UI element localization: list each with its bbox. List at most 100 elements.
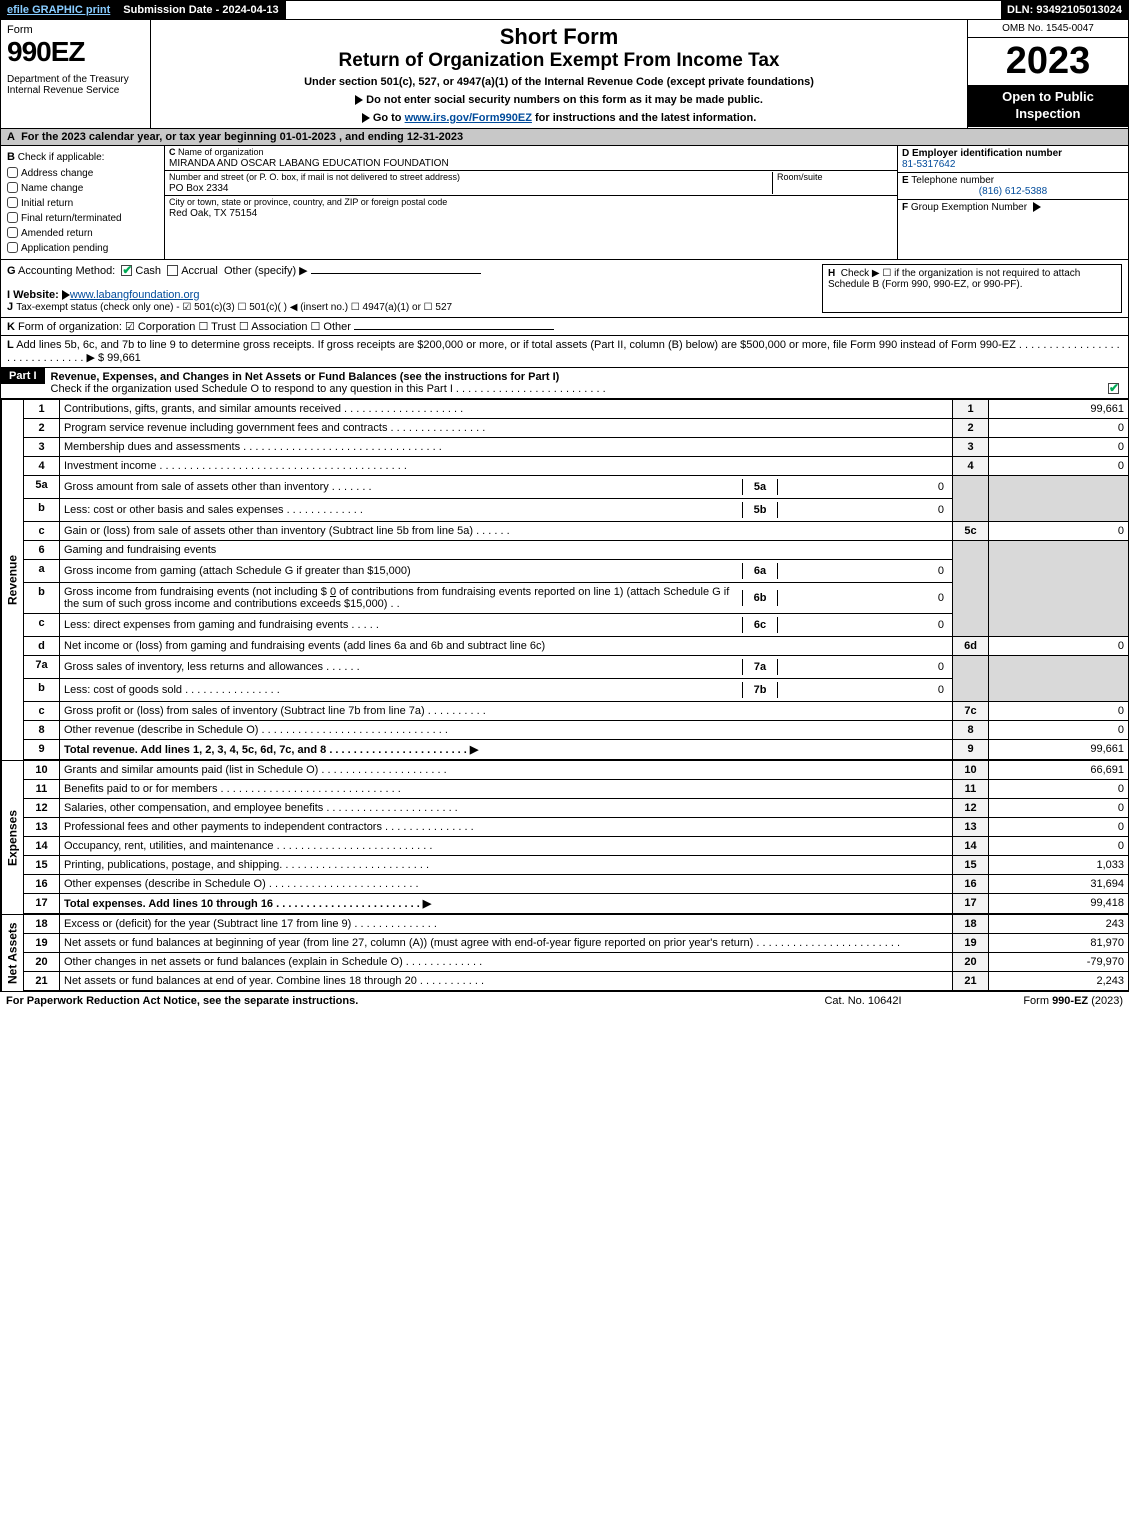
table-row: 18Excess or (deficit) for the year (Subt… xyxy=(24,914,1129,933)
revenue-section: Revenue 1Contributions, gifts, grants, a… xyxy=(0,399,1129,760)
chk-name-change: Name change xyxy=(21,183,83,194)
page-footer: For Paperwork Reduction Act Notice, see … xyxy=(0,991,1129,1010)
table-row: 7aGross sales of inventory, less returns… xyxy=(24,655,1129,678)
chk-pending: Application pending xyxy=(21,243,108,254)
paperwork-notice: For Paperwork Reduction Act Notice, see … xyxy=(6,995,763,1007)
col-H: H Check ▶ ☐ if the organization is not r… xyxy=(822,264,1122,313)
row-GH: G Accounting Method: Cash Accrual Other … xyxy=(0,260,1129,318)
header-mid: Short Form Return of Organization Exempt… xyxy=(151,20,968,128)
omb-number: OMB No. 1545-0047 xyxy=(968,20,1128,38)
bullet-ssn: Do not enter social security numbers on … xyxy=(157,94,961,106)
ein: 81-5317642 xyxy=(902,159,955,170)
netassets-table: 18Excess or (deficit) for the year (Subt… xyxy=(23,914,1129,991)
col-B: B Check if applicable: Address change Na… xyxy=(1,146,165,259)
org-name-cell: C Name of organization MIRANDA AND OSCAR… xyxy=(165,146,897,171)
triangle-icon xyxy=(1033,202,1041,212)
part-I-header: Part I Revenue, Expenses, and Changes in… xyxy=(0,368,1129,399)
org-name: MIRANDA AND OSCAR LABANG EDUCATION FOUND… xyxy=(169,158,449,169)
table-row: 15Printing, publications, postage, and s… xyxy=(24,855,1129,874)
checkbox-icon[interactable] xyxy=(7,242,18,253)
table-row: 3Membership dues and assessments . . . .… xyxy=(24,437,1129,456)
table-row: 21Net assets or fund balances at end of … xyxy=(24,971,1129,990)
table-row: 16Other expenses (describe in Schedule O… xyxy=(24,874,1129,893)
ein-cell: D Employer identification number81-53176… xyxy=(898,146,1128,173)
dept-label: Department of the Treasury Internal Reve… xyxy=(7,74,144,96)
table-row: 9Total revenue. Add lines 1, 2, 3, 4, 5c… xyxy=(24,739,1129,759)
form-header: Form 990EZ Department of the Treasury In… xyxy=(0,20,1129,129)
cat-no: Cat. No. 10642I xyxy=(763,995,963,1007)
checkbox-accrual-icon[interactable] xyxy=(167,265,178,276)
part-I-check: Check if the organization used Schedule … xyxy=(51,383,606,395)
triangle-icon xyxy=(355,95,363,105)
triangle-icon xyxy=(362,113,370,123)
checkbox-icon[interactable] xyxy=(7,227,18,238)
phone: (816) 612-5388 xyxy=(902,186,1124,197)
table-row: 12Salaries, other compensation, and empl… xyxy=(24,798,1129,817)
checkbox-icon[interactable] xyxy=(7,212,18,223)
col-C: C Name of organization MIRANDA AND OSCAR… xyxy=(165,146,898,259)
efile-print-link[interactable]: efile GRAPHIC print xyxy=(7,4,110,16)
form-number: 990EZ xyxy=(7,36,144,68)
table-row: 17Total expenses. Add lines 10 through 1… xyxy=(24,893,1129,913)
chk-address-change: Address change xyxy=(21,168,93,179)
chk-initial-return: Initial return xyxy=(21,198,73,209)
checkbox-cash-icon[interactable] xyxy=(121,265,132,276)
chk-amended: Amended return xyxy=(21,228,93,239)
checkbox-icon[interactable] xyxy=(7,167,18,178)
col-DEF: D Employer identification number81-53176… xyxy=(898,146,1128,259)
table-row: 2Program service revenue including gover… xyxy=(24,418,1129,437)
entity-block: B Check if applicable: Address change Na… xyxy=(0,146,1129,260)
revenue-table: 1Contributions, gifts, grants, and simil… xyxy=(23,399,1129,760)
table-row: 19Net assets or fund balances at beginni… xyxy=(24,933,1129,952)
room-suite-label: Room/suite xyxy=(777,172,823,182)
subtitle: Under section 501(c), 527, or 4947(a)(1)… xyxy=(157,76,961,88)
line-K: K Form of organization: ☑ Corporation ☐ … xyxy=(0,318,1129,336)
header-right: OMB No. 1545-0047 2023 Open to Public In… xyxy=(968,20,1128,128)
col-G: G Accounting Method: Cash Accrual Other … xyxy=(7,264,814,313)
title-return: Return of Organization Exempt From Incom… xyxy=(157,50,961,72)
part-I-label: Part I xyxy=(1,368,45,384)
table-row: 5aGross amount from sale of assets other… xyxy=(24,475,1129,498)
title-short-form: Short Form xyxy=(157,24,961,50)
table-row: dNet income or (loss) from gaming and fu… xyxy=(24,636,1129,655)
table-row: 13Professional fees and other payments t… xyxy=(24,817,1129,836)
triangle-icon xyxy=(62,290,70,300)
checkbox-icon[interactable] xyxy=(7,182,18,193)
city: Red Oak, TX 75154 xyxy=(169,208,257,219)
table-row: 1Contributions, gifts, grants, and simil… xyxy=(24,399,1129,418)
dln: DLN: 93492105013024 xyxy=(1001,1,1128,19)
table-row: 10Grants and similar amounts paid (list … xyxy=(24,760,1129,779)
open-to-public: Open to Public Inspection xyxy=(968,85,1128,127)
table-row: 4Investment income . . . . . . . . . . .… xyxy=(24,456,1129,475)
submission-date: Submission Date - 2024-04-13 xyxy=(117,1,285,19)
table-row: 6Gaming and fundraising events xyxy=(24,540,1129,559)
revenue-vlabel: Revenue xyxy=(1,399,23,760)
table-row: 20Other changes in net assets or fund ba… xyxy=(24,952,1129,971)
table-row: cGross profit or (loss) from sales of in… xyxy=(24,701,1129,720)
group-exemption: F Group Exemption Number xyxy=(898,200,1128,215)
street-cell: Number and street (or P. O. box, if mail… xyxy=(165,171,897,196)
form-word: Form xyxy=(7,24,144,36)
tax-year: 2023 xyxy=(968,38,1128,85)
expenses-section: Expenses 10Grants and similar amounts pa… xyxy=(0,760,1129,914)
phone-cell: E Telephone number(816) 612-5388 xyxy=(898,173,1128,200)
expenses-table: 10Grants and similar amounts paid (list … xyxy=(23,760,1129,914)
part-I-title: Revenue, Expenses, and Changes in Net As… xyxy=(51,371,560,383)
expenses-vlabel: Expenses xyxy=(1,760,23,914)
chk-final-return: Final return/terminated xyxy=(21,213,122,224)
checkbox-icon[interactable] xyxy=(7,197,18,208)
table-row: 14Occupancy, rent, utilities, and mainte… xyxy=(24,836,1129,855)
checkbox-schedO-icon[interactable] xyxy=(1108,383,1119,394)
netassets-section: Net Assets 18Excess or (deficit) for the… xyxy=(0,914,1129,991)
table-row: 8Other revenue (describe in Schedule O) … xyxy=(24,720,1129,739)
table-row: 11Benefits paid to or for members . . . … xyxy=(24,779,1129,798)
tax-exempt-status: Tax-exempt status (check only one) - ☑ 5… xyxy=(16,302,452,313)
gross-receipts: 99,661 xyxy=(107,352,141,364)
table-row: cGain or (loss) from sale of assets othe… xyxy=(24,521,1129,540)
header-left: Form 990EZ Department of the Treasury In… xyxy=(1,20,151,128)
irs-link[interactable]: www.irs.gov/Form990EZ xyxy=(405,112,532,124)
part-I-title-block: Revenue, Expenses, and Changes in Net As… xyxy=(45,368,1128,398)
website-link[interactable]: www.labangfoundation.org xyxy=(70,289,200,301)
efile-print[interactable]: efile GRAPHIC print xyxy=(1,1,117,19)
topbar: efile GRAPHIC print Submission Date - 20… xyxy=(0,0,1129,20)
